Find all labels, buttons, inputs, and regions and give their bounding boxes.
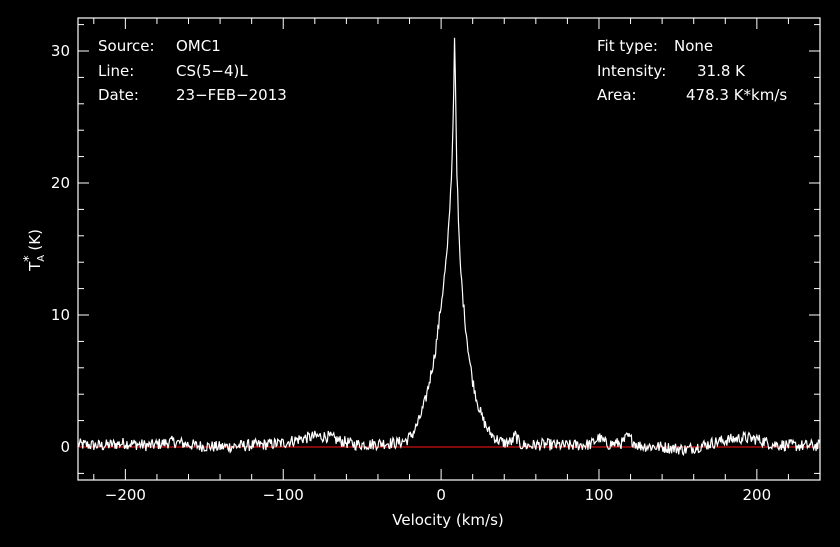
date-label: Date: xyxy=(98,86,139,104)
y-axis-label-unit: (K) xyxy=(26,229,44,255)
y-tick-label: 30 xyxy=(51,42,70,60)
y-tick-label: 10 xyxy=(51,306,70,324)
y-tick-label: 20 xyxy=(51,174,70,192)
area-label: Area: xyxy=(597,86,637,104)
axis-ticks xyxy=(78,18,821,480)
date-value: 23−FEB−2013 xyxy=(176,86,287,104)
x-tick-label: 0 xyxy=(436,486,446,504)
x-axis-label: Velocity (km/s) xyxy=(392,511,503,529)
y-axis-label: TA* (K) xyxy=(22,229,47,272)
x-tick-label: −200 xyxy=(105,486,146,504)
y-axis-label-super: * xyxy=(22,255,37,262)
x-tick-label: 200 xyxy=(743,486,772,504)
spectrum-series-line xyxy=(77,37,821,457)
intensity-label: Intensity: xyxy=(597,62,666,80)
fit-type-value: None xyxy=(674,37,713,55)
line-label: Line: xyxy=(98,62,134,80)
line-value: CS(5−4)L xyxy=(176,62,248,80)
x-tick-label: −100 xyxy=(263,486,304,504)
axis-tick-labels: −200 −100 0 100 200 0 10 20 30 xyxy=(51,42,771,504)
intensity-value: 31.8 K xyxy=(697,62,746,80)
source-value: OMC1 xyxy=(176,37,221,55)
area-value: 478.3 K*km/s xyxy=(686,86,787,104)
x-tick-label: 100 xyxy=(585,486,614,504)
plot-frame xyxy=(77,17,821,481)
y-axis-label-main: T xyxy=(26,261,44,272)
source-label: Source: xyxy=(98,37,155,55)
y-axis-label-sub: A xyxy=(36,255,47,262)
y-tick-label: 0 xyxy=(60,438,70,456)
fit-type-label: Fit type: xyxy=(597,37,658,55)
